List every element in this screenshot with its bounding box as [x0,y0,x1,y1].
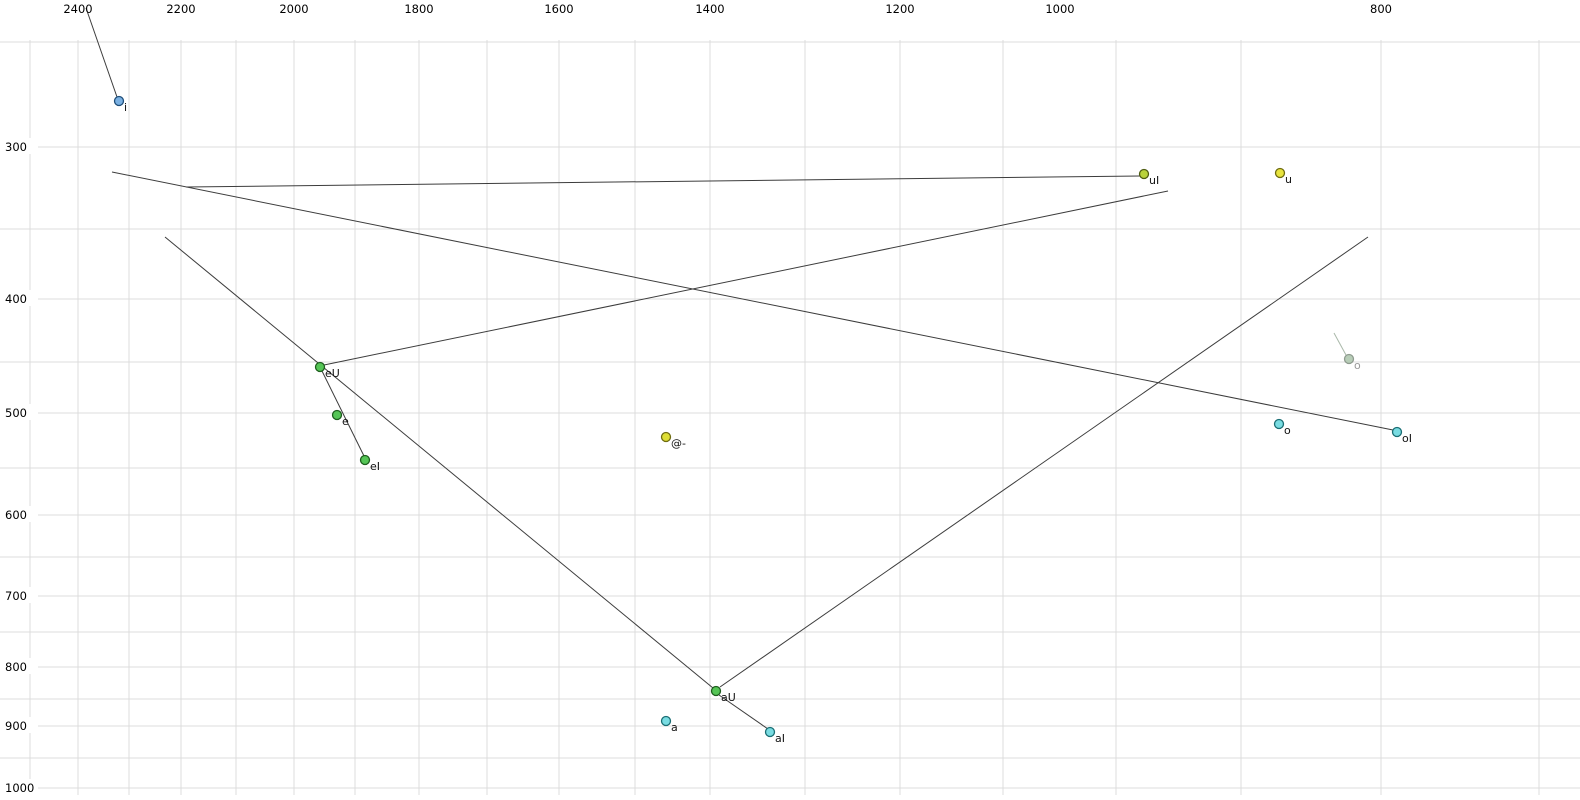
x-tick-label-1600: 1600 [544,2,573,16]
vowel-point-e[interactable] [331,409,343,421]
vowel-label-aU: aU [721,691,736,704]
y-tick-label-900: 900 [5,719,27,733]
vowel-label-u: u [1285,173,1292,186]
vowel-label-o: o [1284,424,1291,437]
vowel-label-oI: oI [1402,432,1412,445]
x-tick-label-1800: 1800 [404,2,433,16]
y-tick-backing [0,506,38,522]
vowel-label-a: a [671,721,678,734]
x-tick-label-1000: 1000 [1045,2,1074,16]
vowel-point-u[interactable] [1274,167,1286,179]
x-tick-label-1400: 1400 [695,2,724,16]
trajectory-line-line-aU-upper [719,236,1369,688]
x-tick-label-2000: 2000 [279,2,308,16]
trajectory-line-line-uI-eU [323,190,1169,366]
y-tick-backing [0,587,38,603]
vowel-point-schwa[interactable] [660,431,672,443]
trajectory-line-tail-o-muted [1333,332,1347,356]
y-tick-label-700: 700 [5,589,27,603]
y-tick-backing [0,138,38,154]
x-tick-label-2400: 2400 [63,2,92,16]
trajectory-line-line-aU-aI [718,694,769,730]
y-tick-label-600: 600 [5,508,27,522]
trajectory-line-line-to-aU [164,236,714,689]
y-tick-label-400: 400 [5,292,27,306]
vowel-point-aI[interactable] [764,726,776,738]
y-tick-label-300: 300 [5,140,27,154]
vowel-label-eI: eI [370,460,380,473]
vowel-label-eU: eU [325,367,340,380]
vowel-label-schwa: @- [671,437,686,450]
x-tick-label-800: 800 [1370,2,1392,16]
vowel-label-e: e [342,415,349,428]
vowel-point-o[interactable] [1273,418,1285,430]
vowel-point-eI[interactable] [359,454,371,466]
x-tick-label-1200: 1200 [885,2,914,16]
vowel-point-i[interactable] [113,95,125,107]
y-tick-label-800: 800 [5,660,27,674]
y-tick-backing [0,404,38,420]
x-tick-label-2200: 2200 [166,2,195,16]
y-tick-label-1000: 1000 [5,781,34,795]
trajectory-line-line-to-uI [185,175,1141,188]
y-tick-backing [0,779,38,795]
vowel-point-a[interactable] [660,715,672,727]
vowel-label-uI: uI [1149,174,1159,187]
vowel-label-o-muted: o [1354,359,1361,372]
vowel-point-uI[interactable] [1138,168,1150,180]
trajectory-line-tail-i [85,7,118,98]
y-tick-backing [0,290,38,306]
y-tick-backing [0,717,38,733]
vowel-point-eU[interactable] [314,361,326,373]
trajectory-line-line-to-oI [111,171,1394,431]
vowel-label-i: i [124,101,127,114]
y-tick-backing [0,658,38,674]
vowel-point-oI[interactable] [1391,426,1403,438]
vowel-point-o-muted[interactable] [1343,353,1355,365]
trajectory-line-line-eU-eI [321,370,365,457]
y-tick-label-500: 500 [5,406,27,420]
vowel-point-aU[interactable] [710,685,722,697]
vowel-label-aI: aI [775,732,785,745]
